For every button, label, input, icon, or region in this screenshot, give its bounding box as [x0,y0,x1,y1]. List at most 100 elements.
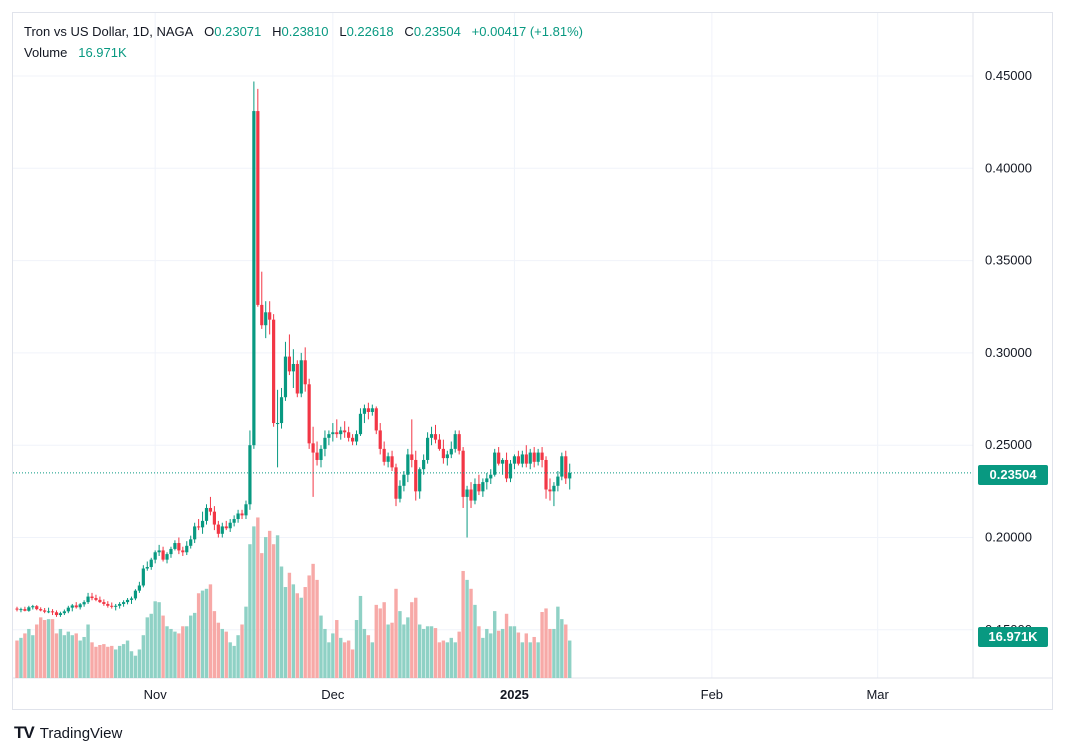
candle-body [453,434,457,449]
candle-body [323,437,327,449]
footer: TV TradingView [14,723,122,743]
candle-body [512,456,517,464]
candle-body [445,454,449,459]
candle-body [370,408,374,412]
volume-bar [437,642,442,678]
volume-bar [200,590,205,678]
volume-bar [46,619,51,678]
volume-bar [169,628,173,678]
volume-bar [74,633,78,678]
volume-bar [267,530,272,678]
candle-body [473,483,477,501]
candle-body [489,474,493,479]
price-tick-label: 0.35000 [985,253,1032,268]
volume-bar [319,615,323,678]
ohlc-legend: Tron vs US Dollar, 1D, NAGA O0.23071 H0.… [24,24,583,39]
volume-bar [362,628,367,678]
candle-body [406,454,410,475]
volume-bar [110,645,114,678]
candle-body [165,554,169,560]
chart-canvas[interactable]: 0.45000 0.40000 0.35000 0.30000 0.25000 0.200… [13,13,1052,709]
candle-body [548,489,552,492]
candle-body [94,598,98,600]
tradingview-brand[interactable]: TradingView [39,724,123,742]
high-value: 0.23810 [281,24,329,39]
candle-body [386,456,390,462]
volume-bar [114,649,118,678]
candle-body [200,520,205,528]
candle-body [248,445,252,505]
volume-bar [354,620,359,678]
volume-bar [402,624,406,678]
candle-body [335,432,339,435]
volume-value: 16.971K [78,45,127,60]
volume-bar [224,631,228,678]
volume-bar [414,597,418,678]
volume-bar [536,642,540,678]
volume-bar [453,642,457,678]
volume-bar [181,626,185,678]
volume-bar [121,644,126,678]
last-volume-label: 16.971K [978,627,1048,647]
volume-bar [264,537,268,678]
candle-body [319,448,323,460]
candle-body [394,467,398,499]
candle-body [461,450,465,497]
candle-body [390,456,394,468]
volume-bar [19,637,23,678]
candle-body [556,476,560,486]
candle-body [374,408,378,431]
symbol-title[interactable]: Tron vs US Dollar, 1D, NAGA [24,24,194,39]
volume-bar [457,631,461,678]
volume-bar [86,624,90,678]
volume-bar [98,645,102,678]
candle-body [31,606,35,608]
candle-body [465,489,469,497]
candle-body [299,360,303,394]
volume-bar [157,602,161,678]
volume-bar [82,636,86,678]
candle-body [327,434,331,438]
candle-body [402,474,406,486]
volume-bar [489,633,493,678]
candle-body [331,432,335,435]
volume-bar [153,601,157,678]
candle-body [425,437,430,460]
volume-bar [556,606,560,678]
candle-body [216,524,220,534]
candle-body [66,607,70,612]
candle-body [536,452,540,462]
open-label: O [204,24,215,39]
volume-bar [461,570,465,678]
volume-bar [469,588,473,678]
candle-body [362,408,367,414]
candle-body [358,413,363,435]
candle-body [197,526,201,528]
volume-label[interactable]: Volume [24,45,68,60]
volume-bar [117,645,122,678]
candle-body [398,485,402,499]
candle-body [74,605,78,608]
volume-bar [232,645,236,678]
volume-bar [283,587,288,678]
volume-bar [23,633,27,678]
chart-frame: 0.45000 0.40000 0.35000 0.30000 0.25000 0.200… [12,12,1053,710]
candle-body [279,397,284,424]
candle-body [291,363,295,372]
candle-body [469,489,473,501]
close-value: 0.23504 [413,24,461,39]
volume-bar [161,615,165,678]
high-label: H [272,24,282,39]
volume-bar [54,633,59,678]
volume-bar [287,572,292,678]
candle-body [410,454,414,460]
candle-body [129,598,134,600]
tradingview-logo-icon[interactable]: TV [14,723,35,742]
volume-bar [307,575,311,678]
volume-bar [70,635,74,678]
candle-body [493,452,497,475]
candle-body [43,610,47,612]
candle-body [504,459,509,479]
close-label: C [404,24,414,39]
volume-bar [445,642,450,678]
